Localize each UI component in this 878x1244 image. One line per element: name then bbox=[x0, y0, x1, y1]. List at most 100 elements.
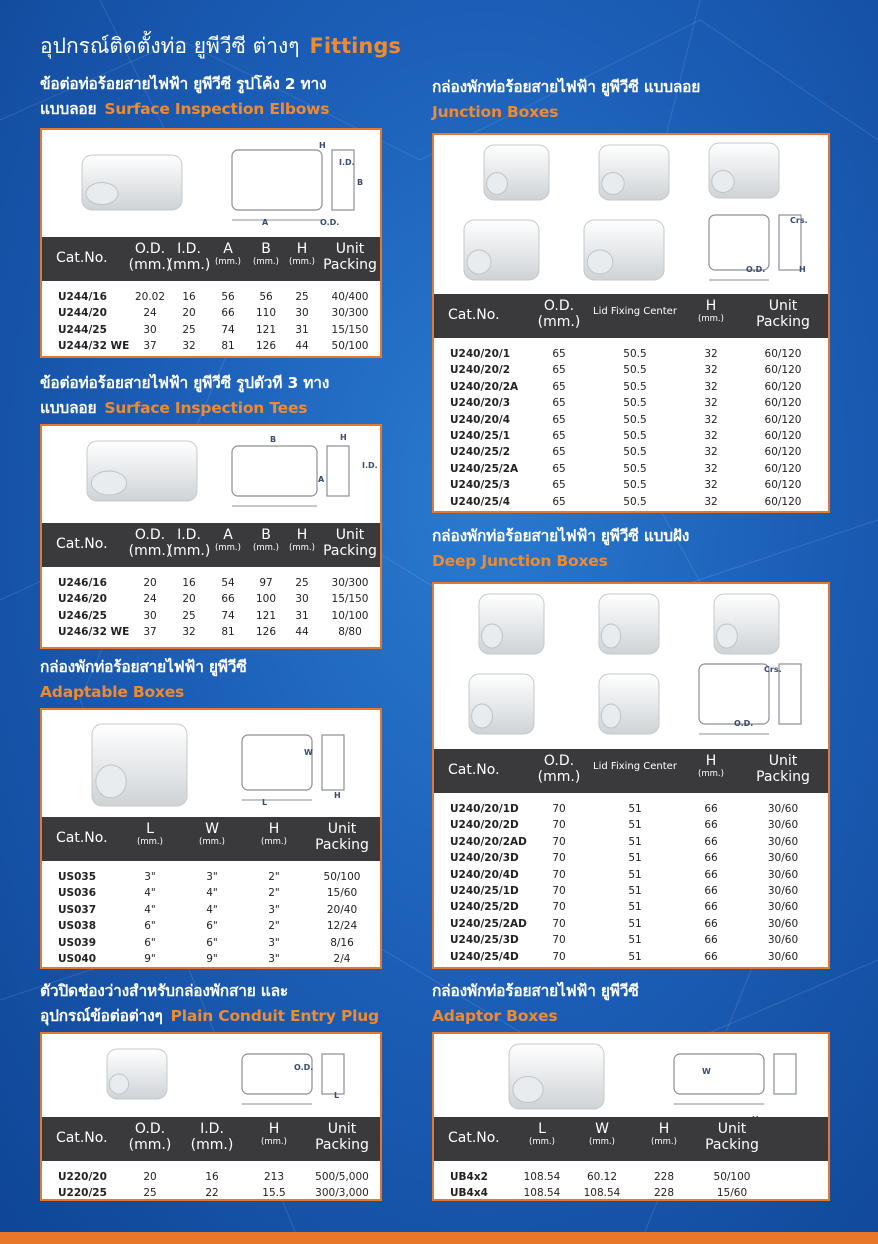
column-header: Unit Packing bbox=[705, 1121, 759, 1153]
title-line: Junction Boxes bbox=[432, 100, 830, 125]
table-cell: 30 bbox=[295, 593, 309, 606]
column-unit: (mm.) bbox=[289, 257, 315, 267]
column-label: I.D. bbox=[177, 241, 201, 257]
column-unit: (mm.) bbox=[128, 543, 172, 559]
diagram bbox=[231, 149, 323, 211]
table-cell: 70 bbox=[552, 835, 566, 848]
page-title: อุปกรณ์ติดตั้งท่อ ยูพีวีซี ต่างๆ Fittings bbox=[40, 30, 401, 63]
column-label: Unit bbox=[327, 821, 357, 837]
table-cell: 56 bbox=[221, 291, 235, 303]
table-cell: 50/100 bbox=[713, 1171, 751, 1183]
table-cell: 31 bbox=[295, 609, 309, 622]
table-cell: U240/20/2A bbox=[450, 380, 519, 393]
column-label: O.D. bbox=[543, 753, 575, 769]
table-cell: 32 bbox=[704, 462, 718, 475]
table-cell: 6" bbox=[144, 936, 156, 949]
product-port bbox=[512, 1076, 544, 1103]
product-port bbox=[716, 623, 738, 649]
table-cell: 70 bbox=[552, 819, 566, 832]
table-cell: 66 bbox=[704, 901, 718, 914]
title-line: Adaptable Boxes bbox=[40, 680, 382, 705]
table-cell: 66 bbox=[704, 868, 718, 881]
table-cell: 121 bbox=[255, 609, 277, 622]
column-unit: (mm.) bbox=[261, 1137, 287, 1147]
table-cell: 25 bbox=[182, 323, 196, 336]
table-cell: 2" bbox=[268, 871, 280, 883]
table-cell: 66 bbox=[221, 307, 235, 320]
table-cell: 44 bbox=[295, 340, 309, 353]
column-header: Cat.No. bbox=[56, 536, 108, 552]
table-header: Cat.No. O.D. (mm.) Lid Fixing Center H (mm.) U… bbox=[434, 749, 828, 793]
section-title: กล่องพักท่อร้อยสายไฟฟ้า ยูพีวีซี Adaptabl… bbox=[40, 655, 382, 705]
diagram bbox=[778, 214, 802, 271]
column-header: H (mm.) bbox=[261, 821, 287, 848]
column-unit: (mm.) bbox=[215, 257, 241, 267]
table-cell: 20/40 bbox=[326, 903, 358, 916]
table-cell: 32 bbox=[704, 446, 718, 459]
title-th: อุปกรณ์ติดตั้งท่อ ยูพีวีซี ต่างๆ bbox=[40, 34, 300, 58]
column-label: Lid Fixing Center bbox=[593, 761, 677, 772]
diagram-label: Crs. bbox=[764, 665, 782, 674]
product-port bbox=[481, 623, 503, 649]
table-cell: 4" bbox=[144, 903, 156, 916]
table-cell: 25 bbox=[143, 1187, 157, 1200]
table-cell: 30/60 bbox=[767, 852, 799, 865]
table-header: Cat.No. L (mm.) W (mm.) H (mm.) Unit Packing bbox=[434, 1117, 828, 1161]
column-header: Unit Packing bbox=[315, 1121, 369, 1153]
table-cell: 50.5 bbox=[623, 380, 647, 393]
table-cell: 15/150 bbox=[331, 323, 369, 336]
diagram-label: A bbox=[262, 218, 269, 227]
title-line: ตัวปิดช่องว่างสำหรับกล่องพักสาย และ bbox=[40, 979, 382, 1004]
column-unit: (mm.) bbox=[529, 1137, 555, 1147]
table-cell: 30/60 bbox=[767, 950, 799, 963]
table-cell: 37 bbox=[143, 340, 157, 353]
column-label: Lid Fixing Center bbox=[593, 306, 677, 317]
column-label: W bbox=[595, 1121, 609, 1137]
column-unit: Packing bbox=[323, 257, 377, 273]
table-cell: 108.54 bbox=[583, 1187, 621, 1200]
product-port bbox=[711, 170, 735, 193]
product-port bbox=[90, 470, 128, 496]
column-header: Unit Packing bbox=[315, 821, 369, 853]
title-th: แบบลอย bbox=[40, 399, 97, 417]
column-label: A bbox=[223, 527, 233, 543]
column-label: Unit bbox=[335, 527, 365, 543]
diagram-label: O.D. bbox=[320, 218, 339, 227]
column-header: Cat.No. bbox=[448, 307, 500, 323]
column-header: Unit Packing bbox=[756, 298, 810, 330]
column-header: Lid Fixing Center bbox=[593, 298, 677, 320]
title-en: Surface Inspection Tees bbox=[104, 399, 308, 417]
table-cell: U240/20/1D bbox=[450, 803, 519, 815]
table-cell: U240/20/4 bbox=[450, 413, 511, 426]
table-cell: 8/80 bbox=[338, 626, 362, 639]
table-cell: US035 bbox=[58, 871, 97, 883]
table-cell: U220/25 bbox=[58, 1187, 107, 1200]
table-cell: 50.5 bbox=[623, 430, 647, 442]
table-cell: 25 bbox=[182, 609, 196, 622]
table-cell: 30/60 bbox=[767, 901, 799, 914]
title-line: ข้อต่อท่อร้อยสายไฟฟ้า ยูพีวีซี รูปตัวที … bbox=[40, 371, 382, 396]
title-en: Fittings bbox=[309, 34, 401, 58]
column-label: H bbox=[658, 1121, 670, 1137]
table-cell: U240/25/2D bbox=[450, 901, 519, 914]
table-cell: 51 bbox=[628, 852, 642, 865]
table-cell: 50.5 bbox=[623, 348, 647, 360]
title-line: กล่องพักท่อร้อยสายไฟฟ้า ยูพีวีซี แบบลอย bbox=[432, 75, 830, 100]
column-label: O.D. bbox=[134, 527, 166, 543]
table-header: Cat.No. O.D. (mm.) Lid Fixing Center H (mm.) U… bbox=[434, 294, 828, 338]
column-header: L (mm.) bbox=[529, 1121, 555, 1148]
column-unit: (mm.) bbox=[537, 314, 581, 330]
column-unit: Packing bbox=[756, 314, 810, 330]
diagram bbox=[321, 1053, 345, 1095]
table-cell: 74 bbox=[221, 609, 235, 622]
table-cell: 51 bbox=[628, 819, 642, 832]
column-unit: (mm.) bbox=[589, 1137, 615, 1147]
column-label: Cat.No. bbox=[448, 1130, 500, 1146]
table-header: Cat.No. O.D. (mm.) I.D. (mm.) A (mm.) B (mm.) H (m… bbox=[42, 523, 380, 567]
diagram-label: B bbox=[357, 178, 363, 187]
table-cell: 24 bbox=[143, 307, 157, 320]
column-header: W (mm.) bbox=[199, 821, 225, 848]
product-illustration: Crs. O.D. bbox=[468, 593, 802, 735]
table-cell: 60/120 bbox=[764, 446, 802, 459]
title-th: ตัวปิดช่องว่างสำหรับกล่องพักสาย และ bbox=[40, 982, 289, 1000]
